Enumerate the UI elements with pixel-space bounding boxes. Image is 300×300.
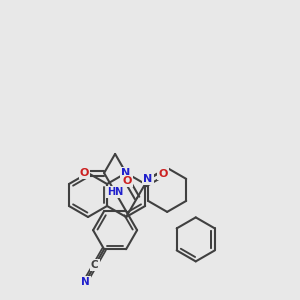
Text: N: N [143,174,153,184]
Text: HN: HN [107,187,123,197]
Text: O: O [159,169,168,178]
Text: O: O [122,176,132,186]
Text: N: N [122,168,131,178]
Text: C: C [91,260,99,270]
Text: N: N [81,277,90,286]
Text: O: O [80,168,89,178]
